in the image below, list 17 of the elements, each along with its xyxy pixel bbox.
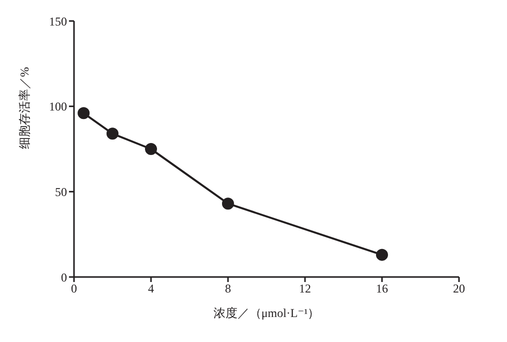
y-axis-title: 细胞存活率／%	[17, 67, 32, 149]
x-tick-label: 16	[376, 282, 388, 296]
x-tick-label: 0	[71, 282, 77, 296]
y-tick-label: 50	[55, 184, 67, 199]
x-tick-label: 20	[453, 282, 465, 296]
x-tick-label: 4	[148, 282, 154, 296]
y-tick-label: 100	[49, 100, 67, 114]
point	[145, 143, 157, 155]
point	[376, 248, 388, 261]
point	[222, 198, 234, 210]
y-tick-label: 150	[49, 14, 67, 28]
y-tick-label: 0	[61, 270, 67, 284]
x-tick-label: 12	[299, 282, 311, 296]
point	[106, 128, 118, 140]
point	[78, 107, 90, 120]
x-axis-title: 浓度／（μmol·L⁻¹）	[213, 306, 320, 320]
x-tick-label: 8	[225, 282, 231, 296]
